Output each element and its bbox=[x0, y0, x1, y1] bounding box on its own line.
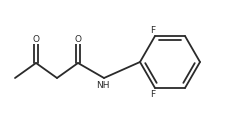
Text: F: F bbox=[150, 90, 156, 99]
Text: NH: NH bbox=[96, 81, 110, 90]
Text: O: O bbox=[33, 35, 40, 44]
Text: F: F bbox=[150, 26, 156, 35]
Text: O: O bbox=[74, 35, 81, 44]
